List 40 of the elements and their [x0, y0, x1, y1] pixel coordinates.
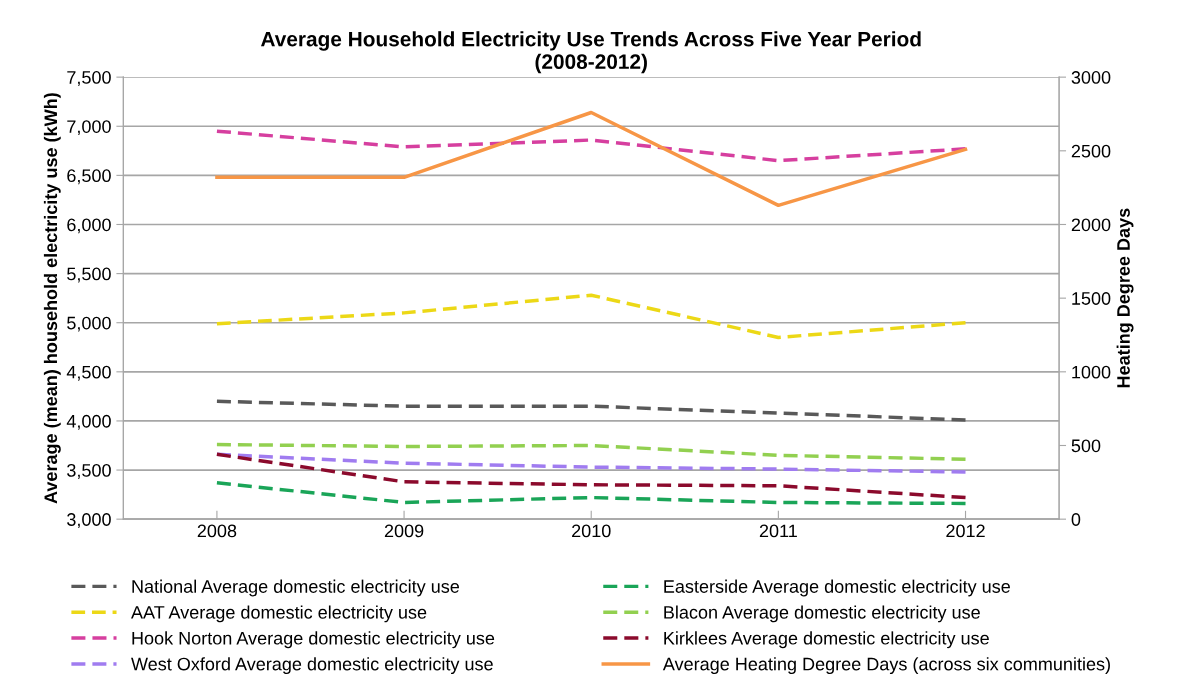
legend-label: Easterside Average domestic electricity use — [664, 579, 1010, 597]
y2-tick-label: 0 — [1071, 513, 1081, 526]
line-series — [215, 399, 968, 422]
y-tick-label: 4,000 — [66, 414, 111, 430]
legend-label: AAT Average domestic electricity use — [131, 605, 427, 623]
y-tick-label: 5,500 — [67, 267, 111, 283]
x-tick-label: 2011 — [759, 524, 797, 538]
legend-label: Blacon Average domestic electricity use — [664, 605, 980, 623]
y-tick-label: 4,500 — [66, 365, 111, 381]
legend-label: West Oxford Average domestic electricity use — [131, 657, 493, 675]
chart-title: Average Household Electricity Use Trends Across Five Year Period (2008-2012) — [260, 31, 921, 74]
y2-axis-title: Heating Degree Days — [1116, 208, 1134, 388]
y-tick-label: 3,500 — [67, 463, 111, 479]
y-axis-title: Average (mean) household electricity use (kWh) — [43, 93, 61, 504]
y-tick-label: 3,000 — [67, 513, 111, 529]
legend-label: Hook Norton Average domestic electricity use — [132, 631, 495, 649]
y-tick-label: 6,000 — [67, 218, 111, 234]
y-tick-label: 7,000 — [67, 120, 111, 136]
legend-label: National Average domestic electricity use — [132, 579, 460, 597]
line-series — [215, 442, 968, 461]
y-tick-label: 6,500 — [67, 169, 111, 185]
line-series — [215, 293, 968, 340]
legend-label: Kirklees Average domestic electricity use — [664, 631, 989, 649]
y2-tick-label: 3000 — [1071, 71, 1111, 84]
line-series — [215, 129, 968, 163]
y2-tick-label: 1000 — [1072, 365, 1111, 379]
y2-tick-label: 2000 — [1071, 218, 1111, 232]
legend-label: Average Heating Degree Days (across six communities) — [662, 657, 1110, 675]
y-tick-label: 5,000 — [67, 316, 111, 332]
x-tick-label: 2009 — [384, 524, 424, 538]
y2-tick-label: 500 — [1071, 439, 1101, 453]
x-tick-label: 2012 — [946, 524, 985, 538]
line-series — [215, 452, 968, 500]
y2-tick-label: 1500 — [1072, 292, 1111, 305]
x-tick-label: 2010 — [572, 524, 611, 538]
x-tick-label: 2008 — [197, 524, 237, 538]
line-series — [215, 481, 968, 506]
line-series — [215, 110, 968, 208]
y-tick-label: 7,500 — [67, 71, 111, 86]
y2-tick-label: 2500 — [1071, 144, 1111, 158]
